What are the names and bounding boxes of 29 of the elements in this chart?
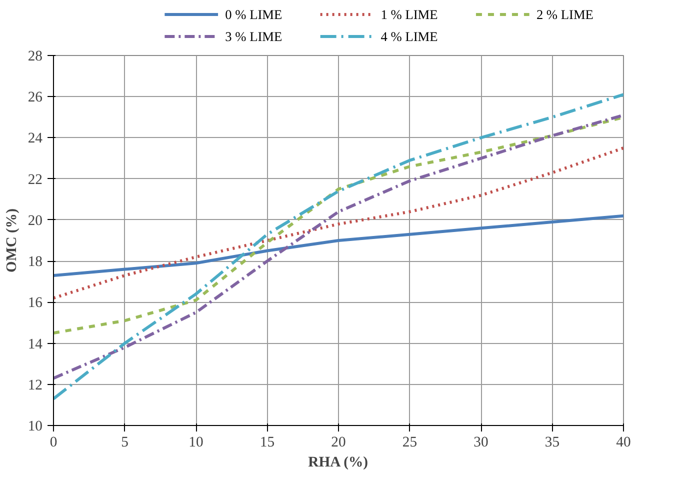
y-tick-label: 22 [28, 172, 42, 188]
y-axis-title: OMC (%) [4, 208, 20, 272]
y-tick-label: 18 [28, 254, 42, 270]
x-tick-label: 15 [260, 434, 275, 450]
x-tick-label: 5 [121, 434, 128, 450]
y-tick-label: 20 [28, 212, 42, 229]
legend-label: 2 % LIME [536, 7, 594, 22]
legend-label: 0 % LIME [225, 7, 282, 22]
line-series [54, 146, 624, 300]
y-tick-label: 24 [28, 130, 44, 147]
x-tick-label: 30 [474, 434, 488, 450]
x-tick-label: 20 [331, 434, 346, 450]
x-tick-label: 40 [616, 434, 631, 450]
x-tick-label: 25 [402, 434, 418, 450]
x-tick-label: 35 [544, 434, 560, 450]
legend-label: 4 % LIME [380, 29, 438, 44]
line-series [54, 214, 624, 277]
y-tick-label: 16 [28, 295, 42, 312]
y-tick-label: 26 [28, 90, 42, 106]
y-tick-label: 10 [28, 418, 42, 434]
line-series [54, 116, 624, 334]
y-tick-label: 12 [28, 377, 42, 394]
y-tick-label: 14 [28, 336, 44, 352]
legend-label: 3 % LIME [225, 29, 282, 44]
x-tick-label: 10 [188, 434, 204, 450]
x-tick-label: 0 [50, 434, 58, 450]
x-axis-title: RHA (%) [308, 454, 368, 470]
legend-label: 1 % LIME [380, 7, 438, 22]
y-tick-label: 28 [28, 48, 42, 64]
